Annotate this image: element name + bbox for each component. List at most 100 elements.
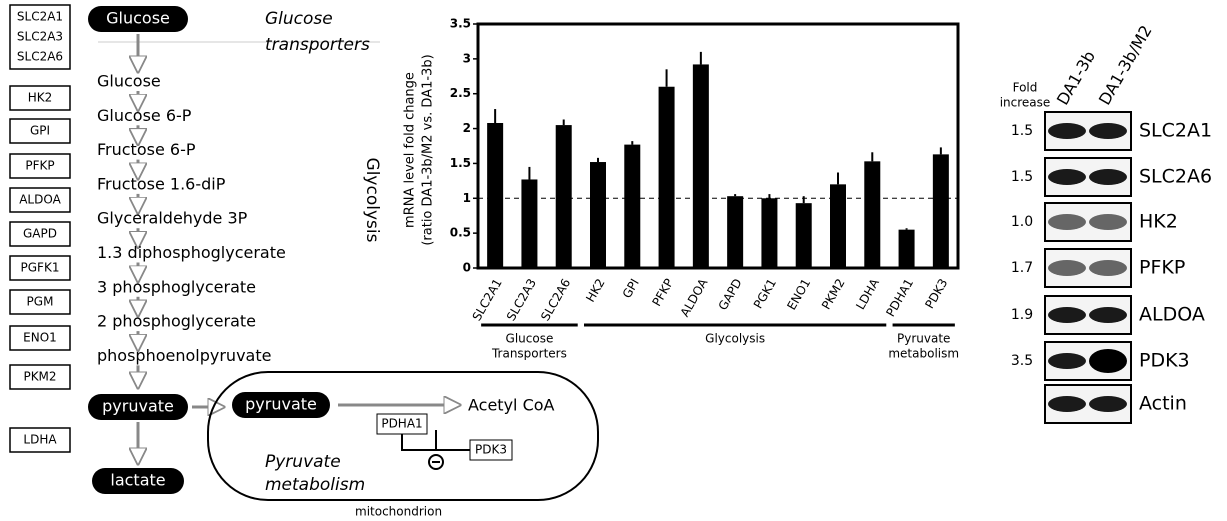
lane-label: DA1-3b/M2 xyxy=(1095,22,1156,108)
bar xyxy=(761,198,777,268)
protein: HK2 xyxy=(1139,211,1178,233)
band xyxy=(1089,349,1127,373)
metabolite: 1.3 diphosphoglycerate xyxy=(97,243,286,262)
metabolite: phosphoenolpyruvate xyxy=(97,346,271,365)
bar xyxy=(830,184,846,268)
bar xyxy=(590,162,606,268)
bar xyxy=(487,123,503,268)
plot-frame xyxy=(478,24,958,268)
gene: PGFK1 xyxy=(21,261,60,275)
x-tick-label: LDHA xyxy=(853,276,882,312)
protein: Actin xyxy=(1139,393,1187,415)
metabolite: Fructose 1.6-diP xyxy=(97,174,226,193)
protein: ALDOA xyxy=(1139,304,1205,326)
lactate: lactate xyxy=(110,471,165,490)
band xyxy=(1048,260,1086,276)
band xyxy=(1048,169,1086,185)
gene: ALDOA xyxy=(19,193,61,207)
x-tick-label: HK2 xyxy=(583,276,607,304)
band xyxy=(1048,307,1086,323)
metabolite: 3 phosphoglycerate xyxy=(97,277,256,296)
y-tick-label: 2.5 xyxy=(450,86,471,100)
pyruvate: pyruvate xyxy=(102,397,174,416)
metabolite: Glucose 6-P xyxy=(97,106,192,125)
group-label: Glucose xyxy=(506,332,554,346)
figure: Glucose Glucose transporters Glycolysis … xyxy=(0,0,1227,521)
fold-value: 1.7 xyxy=(1011,260,1033,276)
group-label: Pyruvate xyxy=(897,332,950,346)
x-tick-label: SLC2A1 xyxy=(470,276,505,323)
band xyxy=(1048,396,1086,412)
bar xyxy=(556,125,572,268)
gene: SLC2A3 xyxy=(17,30,63,44)
protein: SLC2A6 xyxy=(1139,166,1212,188)
metabolite: Fructose 6-P xyxy=(97,140,196,159)
compartment-label: mitochondrion xyxy=(355,505,442,519)
fold-value: 1.5 xyxy=(1011,169,1033,185)
protein: PDK3 xyxy=(1139,350,1190,372)
y-tick-label: 2 xyxy=(463,121,471,135)
protein: PFKP xyxy=(1139,257,1185,279)
fold-value: 3.5 xyxy=(1011,353,1033,369)
band xyxy=(1089,396,1127,412)
mito-label: Pyruvate xyxy=(265,452,341,472)
group-label: Transporters xyxy=(491,347,567,361)
x-tick-label: ALDOA xyxy=(678,276,711,320)
bar xyxy=(933,154,949,268)
gene: PFKP xyxy=(25,159,54,173)
y-axis-label: mRNA level fold change xyxy=(403,72,418,228)
gene: SLC2A1 xyxy=(17,10,63,24)
x-tick-label: GAPD xyxy=(716,276,745,312)
fold-value: 1.5 xyxy=(1011,123,1033,139)
gene: GAPD xyxy=(23,227,57,241)
band xyxy=(1048,353,1086,369)
fold-header: increase xyxy=(1000,96,1051,110)
bar xyxy=(624,145,640,268)
x-tick-label: PGK1 xyxy=(751,276,779,311)
metabolite: Glyceraldehyde 3P xyxy=(97,209,248,228)
bar xyxy=(899,230,915,268)
bar xyxy=(796,203,812,268)
lane-label: DA1-3b xyxy=(1053,47,1099,108)
gene: GPI xyxy=(30,124,50,138)
gene: ENO1 xyxy=(23,331,57,345)
bar xyxy=(864,161,880,268)
glycolysis-label: Glycolysis xyxy=(362,158,382,243)
group-label: Glycolysis xyxy=(705,332,765,346)
band xyxy=(1089,260,1127,276)
gene: PKM2 xyxy=(23,370,56,384)
fold-value: 1.0 xyxy=(1011,214,1033,230)
bar xyxy=(659,87,675,268)
gene: PGM xyxy=(27,295,54,309)
x-tick-label: ENO1 xyxy=(784,276,813,312)
transporter-label: Glucose xyxy=(265,9,333,29)
bar xyxy=(727,196,743,268)
x-tick-label: SLC2A6 xyxy=(538,276,573,323)
mito-label: metabolism xyxy=(265,475,365,495)
fold-value: 1.9 xyxy=(1011,307,1033,323)
bar xyxy=(693,64,709,268)
gene: SLC2A6 xyxy=(17,50,63,64)
transporter-label: transporters xyxy=(265,35,370,55)
y-tick-label: 1 xyxy=(463,191,471,205)
acetyl-coa: Acetyl CoA xyxy=(468,396,555,415)
band xyxy=(1089,123,1127,139)
mito-pyruvate: pyruvate xyxy=(245,395,317,414)
enzyme: PDHA1 xyxy=(381,417,422,431)
band xyxy=(1048,214,1086,230)
x-tick-label: GPI xyxy=(620,276,642,300)
y-axis-label: (ratio DA1-3b/M2 vs. DA1-3b) xyxy=(421,54,436,245)
metabolite: 2 phosphoglycerate xyxy=(97,312,256,331)
gene: HK2 xyxy=(28,91,53,105)
kinase: PDK3 xyxy=(475,443,507,457)
band xyxy=(1089,169,1127,185)
group-label: metabolism xyxy=(888,347,959,361)
y-tick-label: 3 xyxy=(463,51,471,65)
band xyxy=(1089,307,1127,323)
y-tick-label: 0.5 xyxy=(450,226,471,240)
y-tick-label: 1.5 xyxy=(450,156,471,170)
fold-header: Fold xyxy=(1013,81,1038,95)
glucose-start: Glucose xyxy=(106,9,170,28)
bar xyxy=(521,179,537,268)
x-tick-label: PKM2 xyxy=(819,276,848,312)
